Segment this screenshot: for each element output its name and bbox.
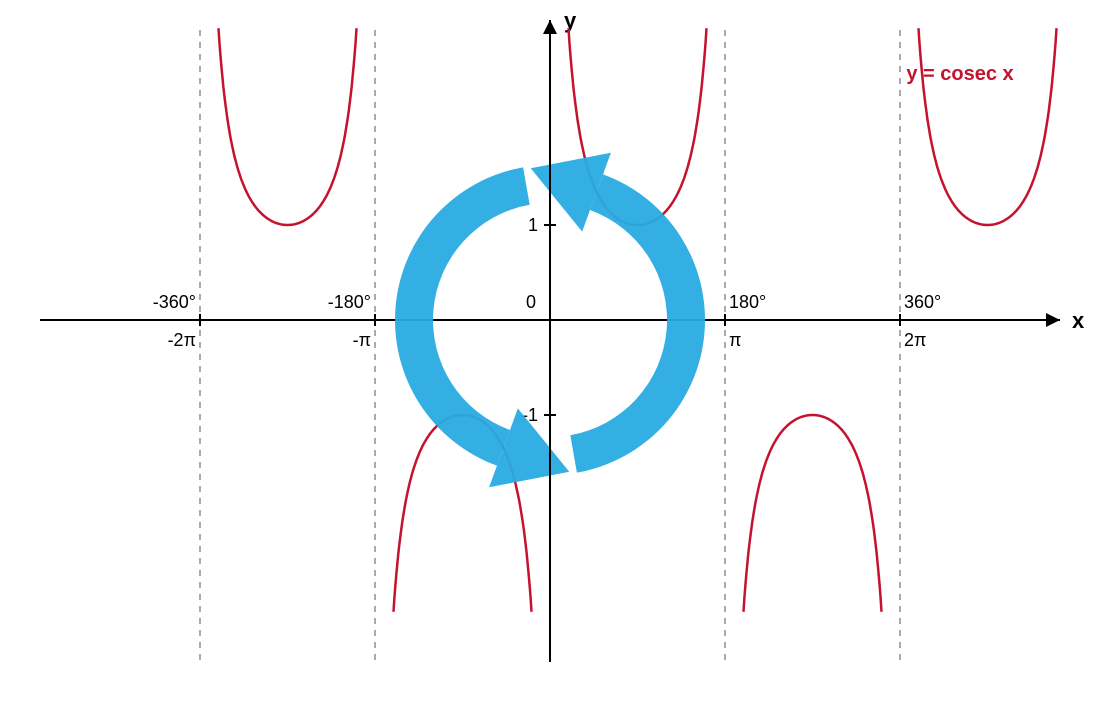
x-tick-label-rad: -π	[353, 330, 371, 350]
cosec-curve-branch	[219, 28, 357, 225]
y-tick-label: 1	[528, 215, 538, 235]
x-tick-label-deg: -180°	[328, 292, 371, 312]
x-axis-arrow	[1046, 313, 1060, 327]
cosec-curve-branch	[919, 28, 1057, 225]
x-tick-label-deg: -360°	[153, 292, 196, 312]
x-tick-label-rad: 2π	[904, 330, 926, 350]
cosec-curve-branch	[744, 415, 882, 612]
legend-label: y = cosec x	[906, 63, 1013, 85]
x-tick-label-deg: 360°	[904, 292, 941, 312]
x-tick-label-deg: 180°	[729, 292, 766, 312]
x-tick-label-rad: π	[729, 330, 741, 350]
y-axis-arrow	[543, 20, 557, 34]
x-tick-label-deg: 0	[526, 292, 536, 312]
cosec-chart: xy1-1-360°-2π-180°-π0180°π360°2πy = cose…	[0, 0, 1100, 712]
x-axis-label: x	[1072, 308, 1085, 333]
x-tick-label-rad: -2π	[168, 330, 196, 350]
chart-container: xy1-1-360°-2π-180°-π0180°π360°2πy = cose…	[0, 0, 1100, 712]
y-axis-label: y	[564, 8, 577, 33]
